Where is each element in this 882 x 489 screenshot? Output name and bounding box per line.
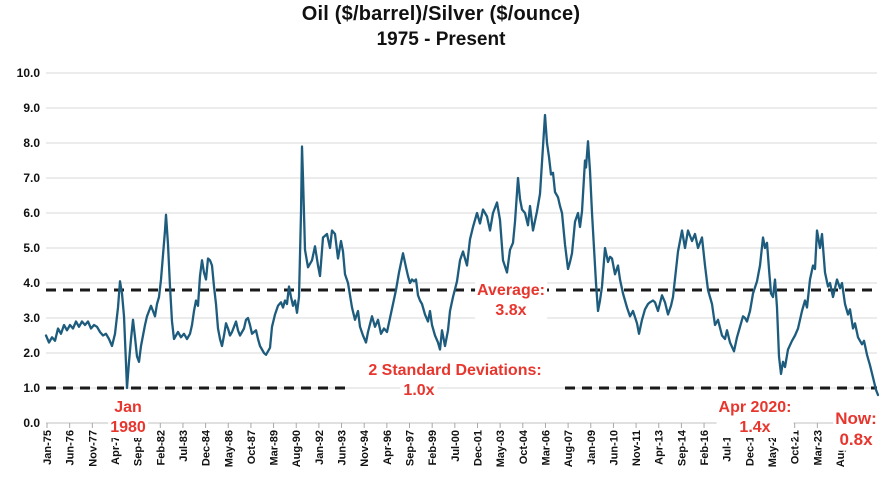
y-tick-label: 0.0 bbox=[23, 416, 40, 430]
x-tick-label: Feb-16 bbox=[699, 430, 711, 465]
x-tick-label: Nov-77 bbox=[87, 430, 99, 467]
x-tick-label: Feb-82 bbox=[155, 430, 167, 465]
y-tick-label: 8.0 bbox=[23, 136, 40, 150]
x-tick-label: Mar-89 bbox=[269, 430, 281, 465]
y-tick-label: 4.0 bbox=[23, 276, 40, 290]
annotation-average-label: Average: bbox=[477, 282, 545, 299]
x-tick-label: Jul-00 bbox=[450, 430, 462, 462]
x-tick-label: Dec-01 bbox=[472, 430, 484, 466]
y-tick-label: 1.0 bbox=[23, 381, 40, 395]
annotation-jan-1980-line1: Jan bbox=[114, 399, 142, 416]
x-tick-label: Oct-87 bbox=[246, 430, 258, 464]
annotation-two-standard-deviations: 2 Standard Deviations: 1.0x bbox=[363, 361, 546, 401]
annotation-now-value: 0.8x bbox=[839, 430, 873, 449]
x-tick-label: Mar-23 bbox=[812, 430, 824, 465]
x-tick-label: Nov-11 bbox=[631, 430, 643, 466]
y-tick-label: 10.0 bbox=[17, 66, 41, 80]
y-tick-label: 5.0 bbox=[23, 241, 40, 255]
y-tick-label: 2.0 bbox=[23, 346, 40, 360]
x-tick-label: May-86 bbox=[223, 430, 235, 467]
x-tick-label: May-03 bbox=[495, 430, 507, 467]
annotation-std-value: 1.0x bbox=[400, 381, 438, 401]
ratio-series-line bbox=[44, 113, 880, 397]
x-tick-label: Apr-13 bbox=[654, 430, 666, 465]
x-tick-label: Dec-84 bbox=[201, 429, 213, 466]
y-tick-label: 6.0 bbox=[23, 206, 40, 220]
annotation-std-label: 2 Standard Deviations: bbox=[365, 362, 545, 379]
x-tick-label: Oct-04 bbox=[518, 429, 530, 464]
x-tick-label: Aug-07 bbox=[563, 430, 575, 467]
x-tick-label: Sep-80 bbox=[133, 430, 145, 466]
chart-title: Oil ($/barrel)/Silver ($/ounce) bbox=[301, 3, 581, 25]
annotation-now: Now: 0.8x bbox=[833, 407, 879, 451]
x-tick-label: Nov-94 bbox=[359, 429, 371, 467]
annotation-now-label: Now: bbox=[835, 408, 877, 428]
x-tick-label: Jun-93 bbox=[337, 430, 349, 465]
x-tick-label: Apr-96 bbox=[382, 430, 394, 465]
x-tick-label: Sep-97 bbox=[405, 430, 417, 466]
x-tick-label: Apr-79 bbox=[110, 430, 122, 465]
x-tick-label: Jul-83 bbox=[178, 430, 190, 462]
annotation-average-value: 3.8x bbox=[495, 302, 527, 319]
x-tick-label: Mar-06 bbox=[540, 430, 552, 465]
x-tick-label: Feb-99 bbox=[427, 430, 439, 465]
y-tick-label: 9.0 bbox=[23, 101, 40, 115]
annotation-average: Average: 3.8x bbox=[475, 281, 547, 321]
annotation-apr-2020-label: Apr 2020: bbox=[718, 399, 792, 416]
x-tick-label: Jan-09 bbox=[586, 430, 598, 465]
x-tick-label: Jun-10 bbox=[608, 430, 620, 465]
x-tick-label: Jan-75 bbox=[42, 430, 54, 465]
chart-subtitle: 1975 - Present bbox=[376, 29, 506, 50]
annotation-jan-1980: Jan 1980 bbox=[108, 398, 148, 438]
y-tick-label: 7.0 bbox=[23, 171, 40, 185]
annotation-apr-2020-value: 1.4x bbox=[739, 419, 771, 436]
x-tick-label: May-20 bbox=[767, 430, 779, 467]
annotation-jan-1980-line2: 1980 bbox=[110, 419, 146, 436]
annotation-apr-2020: Apr 2020: 1.4x bbox=[716, 398, 794, 438]
x-tick-label: Jan-92 bbox=[314, 430, 326, 465]
x-tick-label: Oct-21 bbox=[790, 430, 802, 464]
x-tick-label: Dec-18 bbox=[744, 430, 756, 466]
x-tick-label: Aug-90 bbox=[291, 430, 303, 467]
y-tick-label: 3.0 bbox=[23, 311, 40, 325]
x-tick-label: Sep-14 bbox=[676, 429, 688, 466]
x-tick-label: Jun-76 bbox=[65, 430, 77, 465]
